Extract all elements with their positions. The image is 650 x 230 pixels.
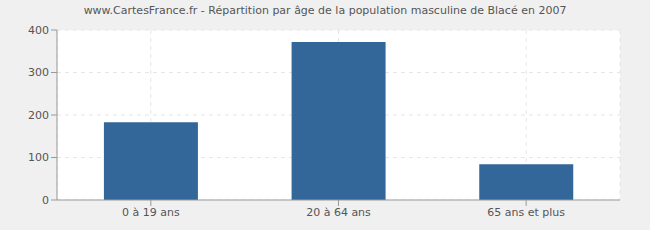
html-text:www.CartesFrance.fr - Répartit: www.CartesFrance.fr - Répartition par âg…	[83, 4, 567, 17]
svg-text:200: 200	[28, 109, 49, 122]
svg-text:0: 0	[42, 194, 49, 207]
svg-text:20 à 64 ans: 20 à 64 ans	[306, 206, 371, 219]
svg-text:0 à 19 ans: 0 à 19 ans	[122, 206, 180, 219]
svg-text:100: 100	[28, 151, 49, 164]
svg-text:300: 300	[28, 66, 49, 79]
svg-text:65 ans et plus: 65 ans et plus	[487, 206, 565, 219]
svg-text:400: 400	[28, 24, 49, 37]
